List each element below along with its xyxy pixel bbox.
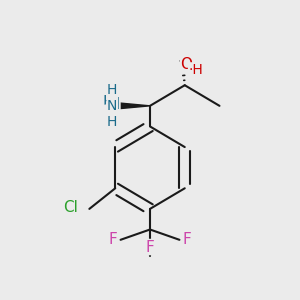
Text: H: H [105,106,117,121]
Text: F: F [109,232,118,247]
Text: H
N
H: H N H [107,82,118,129]
Text: F: F [146,239,154,254]
Text: O: O [180,57,192,72]
Text: F: F [182,232,191,247]
Polygon shape [118,103,150,109]
Text: H: H [102,95,114,110]
Text: ·H: ·H [189,63,203,77]
Text: N: N [108,97,119,112]
Text: Cl: Cl [63,200,78,215]
